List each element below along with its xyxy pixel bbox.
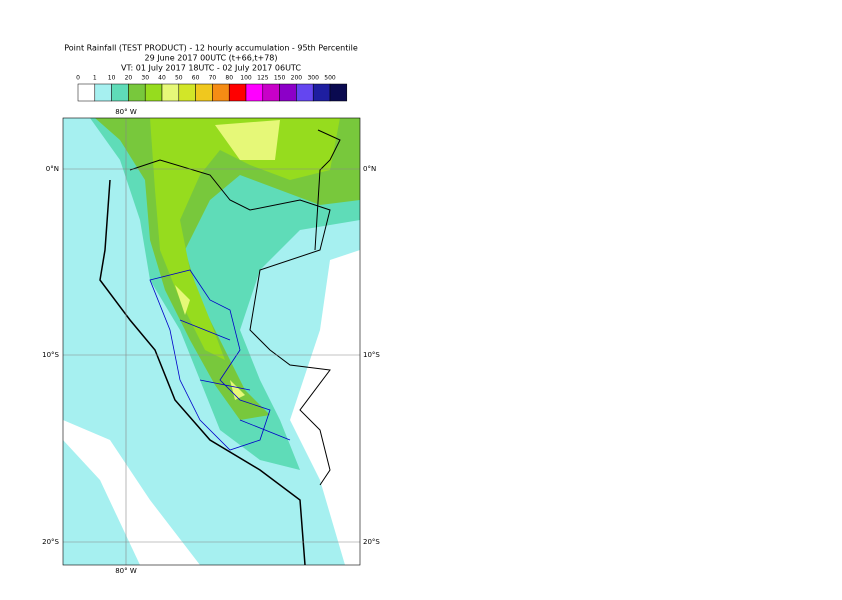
lat-label: 20°S [363,538,380,546]
legend-label: 100 [240,75,252,82]
legend-label: 10 [108,75,116,82]
legend-label: 50 [175,75,183,82]
legend-label: 1 [93,75,97,82]
legend-swatch [128,83,146,102]
legend-swatch [77,83,96,102]
lon-label: 80° W [115,108,137,116]
legend-swatch [178,83,196,102]
lat-label: 0°N [363,165,376,173]
legend-label: 150 [274,75,286,82]
legend-label: 20 [125,75,133,82]
legend: 0 1 10 20 30 40 50 60 70 80 100 125 150 200 300 500 [76,75,348,102]
legend-swatch [262,83,280,102]
title: Point Rainfall (TEST PRODUCT) - 12 hourl… [64,44,358,53]
legend-swatch [111,83,129,102]
legend-swatch [195,83,213,102]
legend-label: 70 [209,75,217,82]
legend-label: 300 [307,75,319,82]
legend-label: 200 [291,75,303,82]
map: 80° W 80° W 0°N 0°N 10°S 10°S 20°S 20°S [42,108,380,575]
legend-label: 40 [158,75,166,82]
lat-label: 10°S [363,351,380,359]
legend-swatch [212,83,230,102]
lon-label: 80° W [115,567,137,575]
lat-label: 20°S [42,538,59,546]
legend-swatch [312,83,331,102]
lat-label: 0°N [46,165,59,173]
legend-swatch [94,83,112,102]
legend-label: 125 [257,75,269,82]
legend-swatch [144,83,163,102]
legend-label: 0 [76,75,80,82]
valid-time: VT: 01 July 2017 18UTC - 02 July 2017 06… [121,64,301,73]
legend-label: 500 [324,75,336,82]
legend-swatch [245,83,264,102]
legend-label: 30 [141,75,149,82]
subtitle: 29 June 2017 00UTC (t+66,t+78) [145,54,278,63]
lat-label: 10°S [42,351,59,359]
legend-swatch [228,83,247,102]
legend-label: 60 [192,75,200,82]
legend-swatch [279,83,297,102]
legend-label: 80 [225,75,233,82]
legend-swatch [329,83,348,102]
legend-swatch [296,83,314,102]
legend-swatch [161,83,180,102]
